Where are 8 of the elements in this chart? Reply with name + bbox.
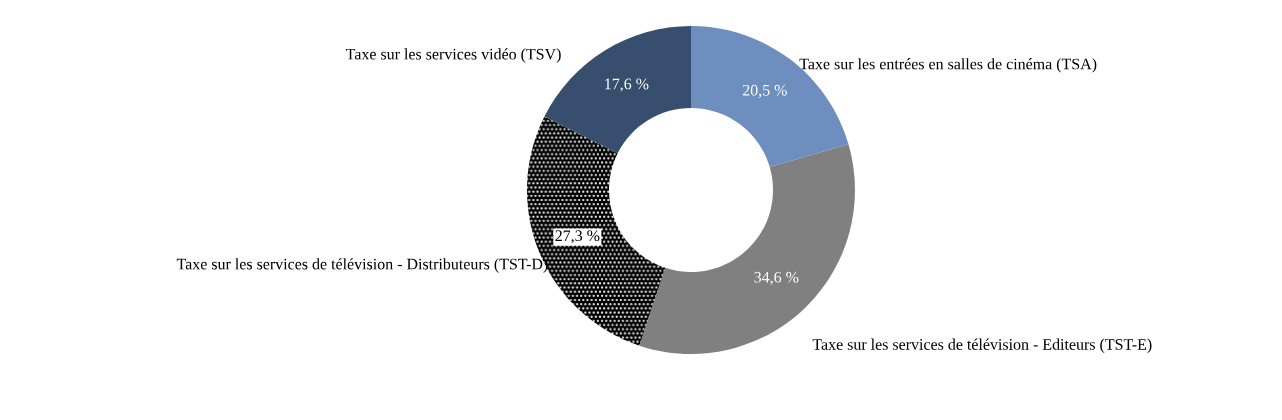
- data-label: 34,6 %: [754, 271, 799, 285]
- data-label: 17,6 %: [605, 78, 649, 92]
- slice-label: Taxe sur les services de télévision - Editeurs (TST-E): [812, 338, 1152, 354]
- data-label: 20,5 %: [742, 84, 787, 98]
- slice-label: Taxe sur les entrées en salles de cinéma (TSA): [799, 58, 1097, 73]
- slice-label: Taxe sur les services de télévision - Distributeurs (TST-D): [176, 258, 548, 273]
- slice-label: Taxe sur les services vidéo (TSV): [345, 48, 561, 63]
- data-label: 27,3 %: [555, 230, 600, 244]
